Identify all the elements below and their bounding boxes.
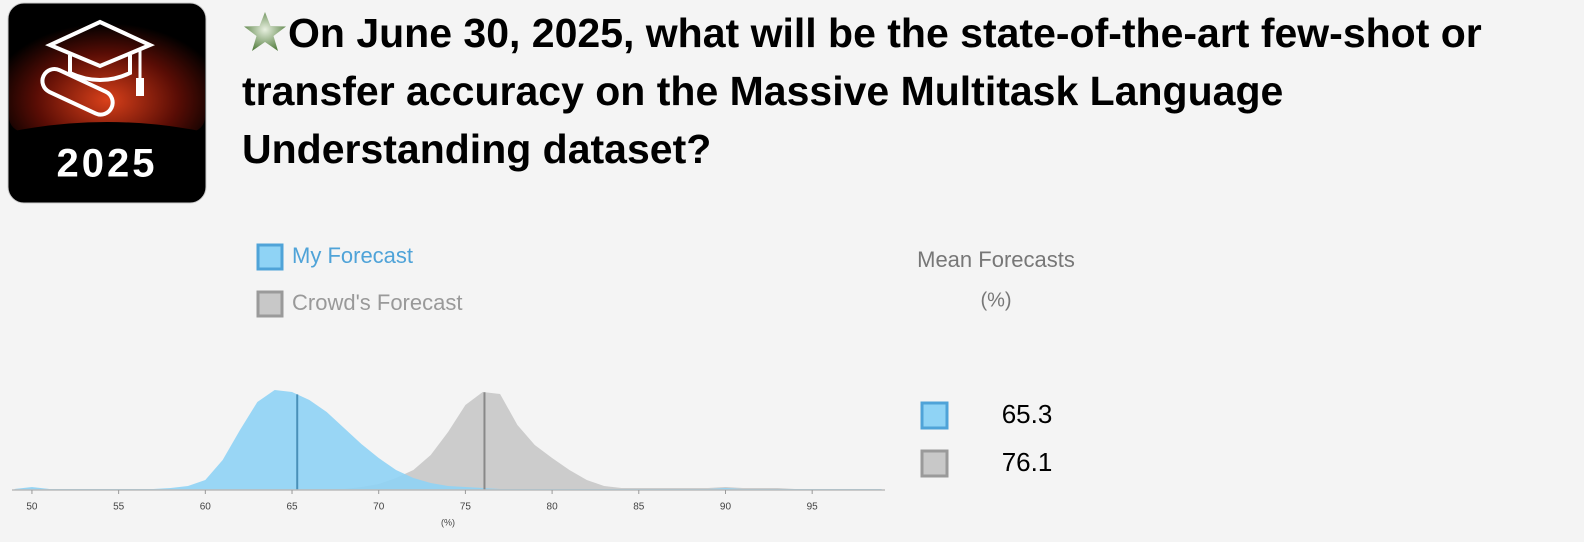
mean-value: 76.1 <box>1002 447 1053 477</box>
question-title: On June 30, 2025, what will be the state… <box>242 4 1532 178</box>
legend: My Forecast Crowd's Forecast <box>256 243 462 318</box>
density-area <box>14 390 882 490</box>
legend-swatch <box>256 290 284 318</box>
icon-label: 2025 <box>57 142 158 186</box>
app-icon: 2025 <box>7 2 207 204</box>
legend-label: My Forecast <box>292 243 413 268</box>
x-tick-label: 75 <box>460 502 472 513</box>
mean-value: 65.3 <box>1002 399 1053 429</box>
title-text: On June 30, 2025, what will be the state… <box>242 10 1482 172</box>
mean-swatch <box>920 449 949 478</box>
density-area <box>14 392 882 490</box>
x-axis-label: (%) <box>441 517 455 527</box>
plot: 65.3 76.1 50 55 60 65 70 75 80 85 90 95 (%) <box>12 390 1052 527</box>
mean-title: Mean Forecasts <box>917 247 1075 272</box>
x-tick-label: 95 <box>807 502 819 513</box>
x-tick-label: 80 <box>547 502 559 513</box>
x-tick-label: 50 <box>26 502 38 513</box>
legend-label: Crowd's Forecast <box>292 290 462 315</box>
star-icon <box>244 12 286 51</box>
mean-unit: (%) <box>980 289 1011 311</box>
legend-swatch <box>256 243 284 271</box>
x-tick-label: 85 <box>633 502 645 513</box>
mean-swatch <box>920 401 949 430</box>
x-tick-label: 70 <box>373 502 385 513</box>
x-tick-label: 65 <box>286 502 298 513</box>
x-tick-label: 55 <box>113 502 125 513</box>
x-tick-label: 90 <box>720 502 732 513</box>
x-tick-label: 60 <box>200 502 212 513</box>
